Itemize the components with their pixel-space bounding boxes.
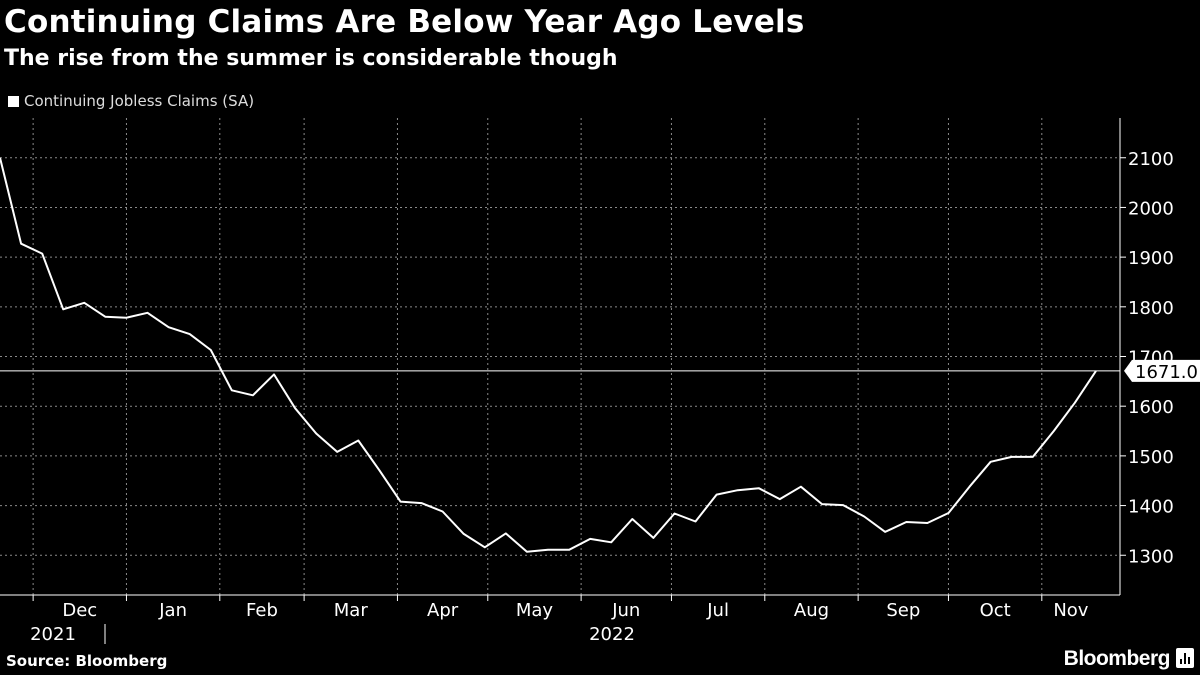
y-tick-label: 1800 [1128, 298, 1174, 319]
x-tick-labels: Dec Jan Feb Mar Apr May Jun Jul Aug Sep Oct Nov 2021… [30, 600, 1089, 645]
last-value-marker: 1671.0 [0, 359, 1200, 383]
x-tick-label: Apr [427, 600, 459, 621]
source-note: Source: Bloomberg [6, 652, 168, 670]
x-tick-label: Aug [794, 600, 829, 621]
y-tick-label: 1400 [1128, 497, 1174, 518]
y-tick-label: 1600 [1128, 397, 1174, 418]
y-tick-label: 2000 [1128, 198, 1174, 219]
axes [0, 118, 1126, 644]
x-tick-label: Jun [611, 600, 640, 621]
x-year-label: 2022 [589, 624, 635, 645]
legend: Continuing Jobless Claims (SA) [8, 92, 254, 110]
x-tick-label: Jan [158, 600, 187, 621]
x-tick-label: Mar [334, 600, 369, 621]
chart-subtitle: The rise from the summer is considerable… [4, 46, 618, 71]
y-tick-label: 2100 [1128, 149, 1174, 170]
x-year-label: 2021 [30, 624, 76, 645]
y-tick-label: 1500 [1128, 447, 1174, 468]
x-tick-label: Oct [980, 600, 1011, 621]
legend-swatch [8, 95, 19, 107]
chart-icon [1176, 648, 1194, 668]
x-tick-label: Dec [62, 600, 97, 621]
y-tick-label: 1900 [1128, 248, 1174, 269]
y-tick-label: 1300 [1128, 546, 1174, 567]
series-line [0, 157, 1097, 553]
legend-label: Continuing Jobless Claims (SA) [24, 92, 255, 110]
x-tick-label: Sep [886, 600, 920, 621]
x-tick-label: Jul [706, 600, 729, 621]
y-gridlines [0, 157, 1120, 556]
x-tick-label: Nov [1053, 600, 1088, 621]
last-value-tag [1124, 359, 1200, 382]
x-tick-label: Feb [246, 600, 278, 621]
chart-title: Continuing Claims Are Below Year Ago Lev… [4, 4, 805, 40]
series-layer [0, 157, 1097, 553]
brand-logo: Bloomberg [1063, 647, 1171, 670]
last-value-label: 1671.0 [1135, 362, 1198, 383]
x-tick-label: May [516, 600, 554, 621]
